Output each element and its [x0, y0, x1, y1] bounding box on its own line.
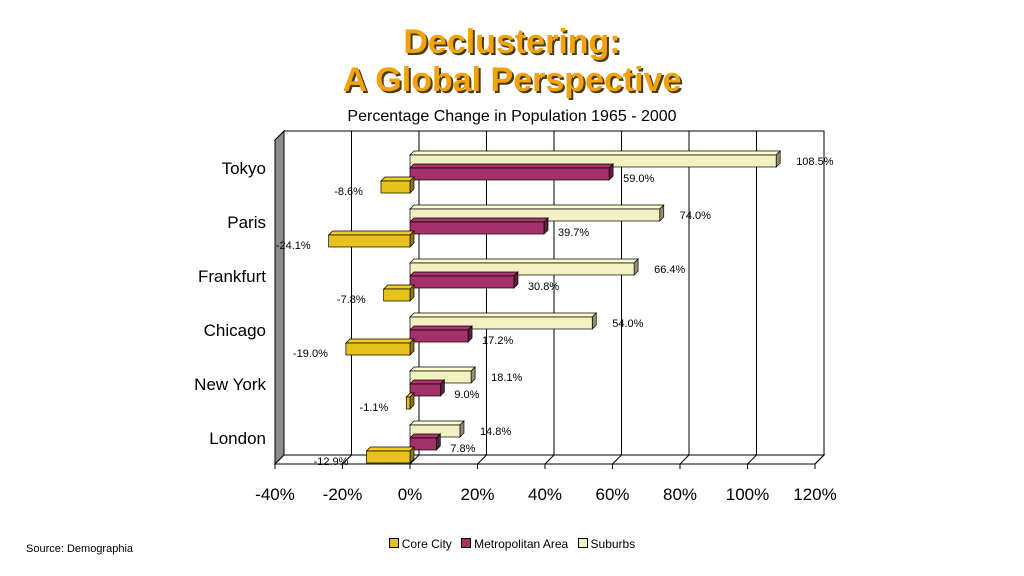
- gridline-floor: [679, 454, 690, 465]
- bar-suburbs-top: [409, 420, 465, 426]
- data-label-suburbs: 74.0%: [680, 210, 711, 222]
- bar-core-city: [383, 288, 411, 302]
- x-tick-label: 100%: [726, 485, 769, 504]
- chart-legend: Core City Metropolitan Area Suburbs: [0, 537, 1024, 551]
- x-tick-label: 120%: [793, 485, 836, 504]
- bar-core-city-top: [327, 230, 415, 236]
- data-label-core-city: -19.0%: [293, 348, 328, 360]
- x-tick-label: 80%: [663, 485, 697, 504]
- data-label-core-city: -12.9%: [314, 456, 349, 468]
- chart-subtitle: Percentage Change in Population 1965 - 2…: [347, 108, 677, 125]
- bar-core-city: [380, 180, 411, 194]
- category-label: Frankfurt: [198, 267, 266, 286]
- x-tick-label: 60%: [595, 485, 629, 504]
- bar-core-city-top: [345, 338, 415, 344]
- data-label-core-city: -7.8%: [337, 294, 366, 306]
- data-label-core-city: -8.6%: [334, 186, 363, 198]
- bar-core-city-top: [380, 176, 415, 182]
- bar-core-city: [328, 234, 411, 248]
- bar-core-city: [345, 342, 411, 356]
- legend-label-metropolitan-area: Metropolitan Area: [474, 537, 569, 551]
- legend-label-core-city: Core City: [401, 537, 452, 551]
- x-tick-label: 0%: [398, 485, 423, 504]
- legend-item-suburbs: Suburbs: [577, 537, 636, 551]
- bar-metropolitan-area: [409, 383, 441, 397]
- category-label: New York: [194, 375, 266, 394]
- gridline-floor: [409, 454, 420, 465]
- data-label-metropolitan-area: 9.0%: [454, 389, 479, 401]
- legend-item-metropolitan-area: Metropolitan Area: [461, 537, 568, 551]
- legend-swatch-suburbs: [577, 538, 588, 548]
- gridline-floor: [342, 454, 352, 465]
- category-label: London: [209, 429, 266, 448]
- bar-suburbs-top: [409, 204, 665, 210]
- bar-metropolitan-area-top: [409, 379, 446, 385]
- chart-title-line-2: A Global Perspective: [342, 61, 682, 99]
- data-label-metropolitan-area: 30.8%: [528, 281, 559, 293]
- bar-core-city: [366, 450, 411, 464]
- data-label-metropolitan-area: 39.7%: [558, 227, 589, 239]
- source-note: Source: Demographia: [26, 543, 134, 555]
- data-label-suburbs: 54.0%: [612, 318, 643, 330]
- gridline-floor: [747, 454, 757, 465]
- data-label-core-city: -24.1%: [276, 240, 311, 252]
- legend-label-suburbs: Suburbs: [590, 537, 636, 551]
- bar-metropolitan-area: [409, 221, 545, 235]
- gridline-floor: [477, 454, 487, 465]
- legend-swatch-core-city: [388, 538, 399, 548]
- x-tick-label: -40%: [255, 485, 295, 504]
- category-label: Tokyo: [222, 159, 266, 178]
- data-label-core-city: -1.1%: [360, 402, 389, 414]
- bar-core-city-top: [365, 446, 415, 452]
- bar-suburbs-top: [409, 366, 476, 372]
- bar-suburbs-top: [409, 312, 598, 318]
- bar-metropolitan-area-top: [409, 271, 519, 277]
- chart-title-line-1: Declustering:: [403, 23, 621, 61]
- gridline-floor: [612, 454, 622, 465]
- bar-metropolitan-area-top: [409, 325, 473, 331]
- gridline-floor: [544, 454, 555, 465]
- bar-metropolitan-area: [409, 275, 515, 289]
- bar-metropolitan-area: [409, 437, 437, 451]
- bar-suburbs-top: [409, 150, 782, 156]
- bar-suburbs-top: [409, 258, 639, 264]
- data-label-suburbs: 108.5%: [796, 156, 834, 168]
- x-tick-label: 40%: [528, 485, 562, 504]
- data-label-suburbs: 18.1%: [491, 372, 522, 384]
- category-label: Chicago: [204, 321, 266, 340]
- data-label-suburbs: 14.8%: [480, 426, 511, 438]
- bar-metropolitan-area-top: [409, 433, 442, 439]
- legend-item-core-city: Core City: [388, 537, 452, 551]
- gridline-floor: [814, 454, 825, 465]
- plot-side-wall: [274, 129, 285, 466]
- bar-metropolitan-area-top: [409, 217, 549, 223]
- bar-metropolitan-area-top: [409, 163, 614, 169]
- data-label-suburbs: 66.4%: [654, 264, 685, 276]
- bar-core-city-top: [382, 284, 415, 290]
- data-label-metropolitan-area: 7.8%: [450, 443, 475, 455]
- x-tick-label: -20%: [323, 485, 363, 504]
- x-tick-label: 20%: [460, 485, 494, 504]
- category-label: Paris: [227, 213, 266, 232]
- legend-swatch-metropolitan-area: [461, 538, 472, 548]
- bar-core-city: [405, 396, 411, 410]
- bar-metropolitan-area: [409, 329, 469, 343]
- data-label-metropolitan-area: 59.0%: [623, 173, 654, 185]
- bar-metropolitan-area: [409, 167, 610, 181]
- data-label-metropolitan-area: 17.2%: [482, 335, 513, 347]
